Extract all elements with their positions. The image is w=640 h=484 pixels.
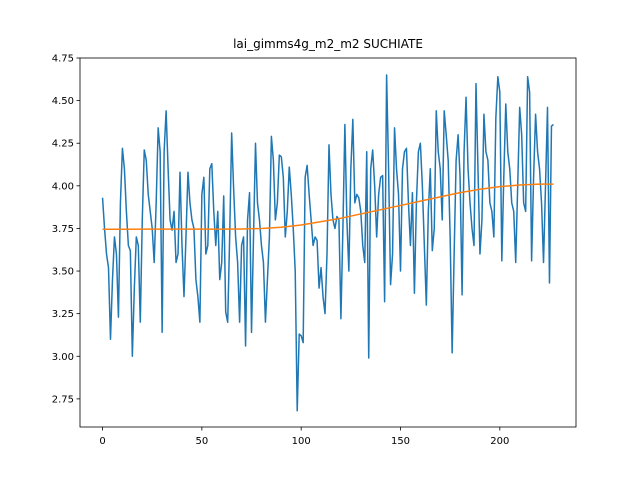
y-tick-label: 3.00 [52,352,74,363]
y-tick-label: 3.75 [52,224,74,235]
y-tick-label: 2.75 [52,394,74,405]
series-line [102,183,554,231]
y-tick-label: 4.75 [52,54,74,65]
x-tick-label: 150 [391,436,410,447]
x-tick-label: 0 [99,436,105,447]
x-tick-label: 50 [195,436,208,447]
plot-frame [79,57,577,428]
y-tick-label: 3.50 [52,267,74,278]
y-tick-label: 4.25 [52,139,74,150]
x-tick-label: 200 [490,436,509,447]
y-tick-label: 3.25 [52,309,74,320]
y-tick-label: 4.00 [52,181,74,192]
y-tick-label: 4.50 [52,96,74,107]
chart-title: lai_gimms4g_m2_m2 SUCHIATE [233,37,423,51]
series-line [101,74,554,412]
x-tick-label: 100 [292,436,311,447]
